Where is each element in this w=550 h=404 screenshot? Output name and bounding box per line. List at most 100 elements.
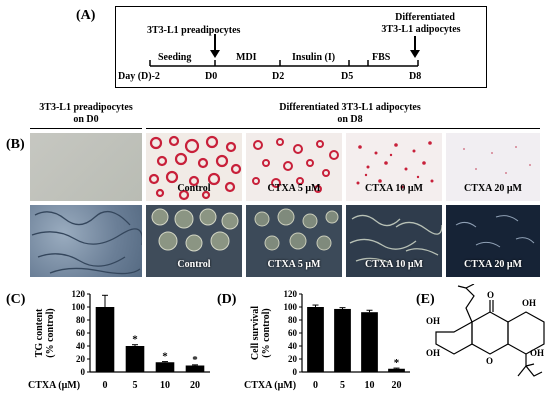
x-tick-label: 20 (190, 380, 200, 391)
header-preadipocytes-line2: on D0 (73, 114, 99, 125)
bar (155, 362, 175, 372)
oilred-cells-control (148, 135, 242, 201)
micrograph-ctxa20-oilred: CTXA 20 μM (446, 133, 540, 201)
label-ctxa5-oilred: CTXA 5 μM (267, 183, 321, 194)
header-differentiated: Differentiated 3T3-L1 adipocytes on D8 (200, 102, 500, 126)
panel-a-label: (A) (76, 8, 96, 23)
x-tick-label: 5 (133, 380, 138, 391)
y-tick-label: 80 (76, 315, 86, 325)
x-tick-label: 20 (392, 380, 402, 391)
phase-insulin: Insulin (I) (292, 52, 336, 63)
header-underline-left (30, 128, 142, 129)
bar (307, 307, 324, 372)
label-ctxa20-phase: CTXA 20 μM (464, 259, 522, 270)
micrograph-ctxa10-oilred: CTXA 10 μM (346, 133, 442, 201)
header-preadipocytes: 3T3-L1 preadipocytes on D0 (30, 102, 142, 126)
bar (361, 312, 378, 372)
label-ctxa10-oilred: CTXA 10 μM (365, 183, 423, 194)
timeline-graphic (149, 34, 420, 67)
phase-cells-d0 (31, 210, 142, 275)
cell-survival-chart: 0 20 40 60 80 100 120 Cell survival (% control) 0… (244, 289, 410, 391)
micrograph-ctxa5-phase: CTXA 5 μM (246, 205, 342, 277)
day-d0: D0 (205, 71, 218, 82)
micrograph-control-oilred: Control (146, 133, 242, 201)
micrograph-ctxa20-phase: CTXA 20 μM (446, 205, 540, 277)
oilred-cells-ctxa20 (463, 146, 531, 174)
atom-oh-d: OH (530, 348, 544, 358)
timeline-adipocytes-label: 3T3-L1 adipocytes (381, 24, 461, 35)
timeline-preadipocytes-label: 3T3-L1 preadipocytes (147, 25, 241, 36)
atom-oh-c: OH (426, 348, 440, 358)
y-tick-label: 40 (76, 341, 86, 351)
bar (388, 368, 405, 372)
y-tick-label: 60 (76, 328, 86, 338)
phase-cells-ctxa20 (455, 215, 535, 248)
phase-cells-ctxa10 (349, 214, 442, 264)
y-tick-label: 100 (284, 302, 298, 312)
micrograph-d0-phase (30, 205, 142, 277)
significance-marker: * (132, 334, 138, 346)
y-tick-label: 80 (288, 315, 298, 325)
x-axis-label: CTXA (μM) (28, 380, 80, 391)
d0-arrowhead (210, 50, 220, 58)
micrograph-d0-oilred (30, 133, 142, 201)
phase-seeding: Seeding (158, 52, 192, 63)
y-tick-label: 100 (72, 302, 86, 312)
x-tick-label: 0 (103, 380, 108, 391)
panel-c-label: (C) (6, 292, 26, 307)
x-tick-label: 5 (340, 380, 345, 391)
atom-o-carbonyl: O (487, 290, 494, 300)
day-dminus2: Day (D)-2 (118, 71, 160, 82)
bar (95, 307, 115, 372)
phase-cells-ctxa5 (254, 208, 339, 251)
y-tick-label: 0 (81, 367, 86, 377)
micrograph-ctxa10-phase: CTXA 10 μM (346, 205, 442, 277)
micrograph-control-phase: Control (146, 205, 242, 277)
label-ctxa5-phase: CTXA 5 μM (267, 259, 321, 270)
micrograph-ctxa5-oilred: CTXA 5 μM (246, 133, 342, 201)
y-tick-label: 40 (288, 341, 298, 351)
timeline-box (115, 6, 487, 88)
bar (185, 365, 205, 372)
significance-marker: * (394, 357, 400, 369)
y-tick-label: 20 (288, 354, 298, 364)
x-tick-label: 0 (313, 380, 318, 391)
label-control-phase: Control (177, 259, 211, 270)
label-ctxa10-phase: CTXA 10 μM (365, 259, 423, 270)
header-underline-right (146, 128, 540, 129)
day-d8: D8 (409, 71, 422, 82)
y-tick-label: 0 (293, 367, 298, 377)
label-control-oilred: Control (177, 183, 211, 194)
oilred-cells-ctxa5 (252, 138, 339, 193)
label-ctxa20-oilred: CTXA 20 μM (464, 183, 522, 194)
oilred-cells-ctxa10 (356, 141, 434, 189)
panel-b-label: (B) (6, 137, 25, 152)
y-axis-label-unit: (% control) (45, 308, 56, 358)
y-axis-label: Cell survival (250, 306, 261, 360)
y-axis-label-unit: (% control) (261, 308, 272, 358)
phase-fbs: FBS (372, 52, 391, 63)
significance-marker: * (162, 351, 168, 363)
panel-e-label: (E) (416, 292, 435, 307)
header-differentiated-line2: on D8 (337, 114, 363, 125)
ctxa-structure: O OH OH OH OH O (426, 284, 545, 377)
phase-cells-control (151, 208, 239, 252)
y-tick-label: 60 (288, 328, 298, 338)
phase-mdi: MDI (236, 52, 257, 63)
y-tick-label: 120 (72, 289, 86, 299)
atom-oh-a: OH (522, 298, 536, 308)
tg-content-chart: 0 20 40 60 80 100 120 TG content (% control) 0 * 5 *… (28, 289, 210, 391)
atom-oh-b: OH (426, 316, 440, 326)
ctxa-skeleton (435, 284, 545, 377)
y-axis-label: TG content (34, 308, 45, 357)
bar (125, 346, 145, 372)
timeline-differentiated-label: Differentiated (395, 12, 455, 23)
bar (334, 308, 351, 372)
day-d2: D2 (272, 71, 285, 82)
significance-marker: * (192, 354, 198, 366)
atom-ring-o: O (486, 356, 493, 366)
x-tick-label: 10 (365, 380, 375, 391)
panel-d-label: (D) (217, 292, 237, 307)
x-axis-label: CTXA (μM) (244, 380, 296, 391)
y-tick-label: 20 (76, 354, 86, 364)
